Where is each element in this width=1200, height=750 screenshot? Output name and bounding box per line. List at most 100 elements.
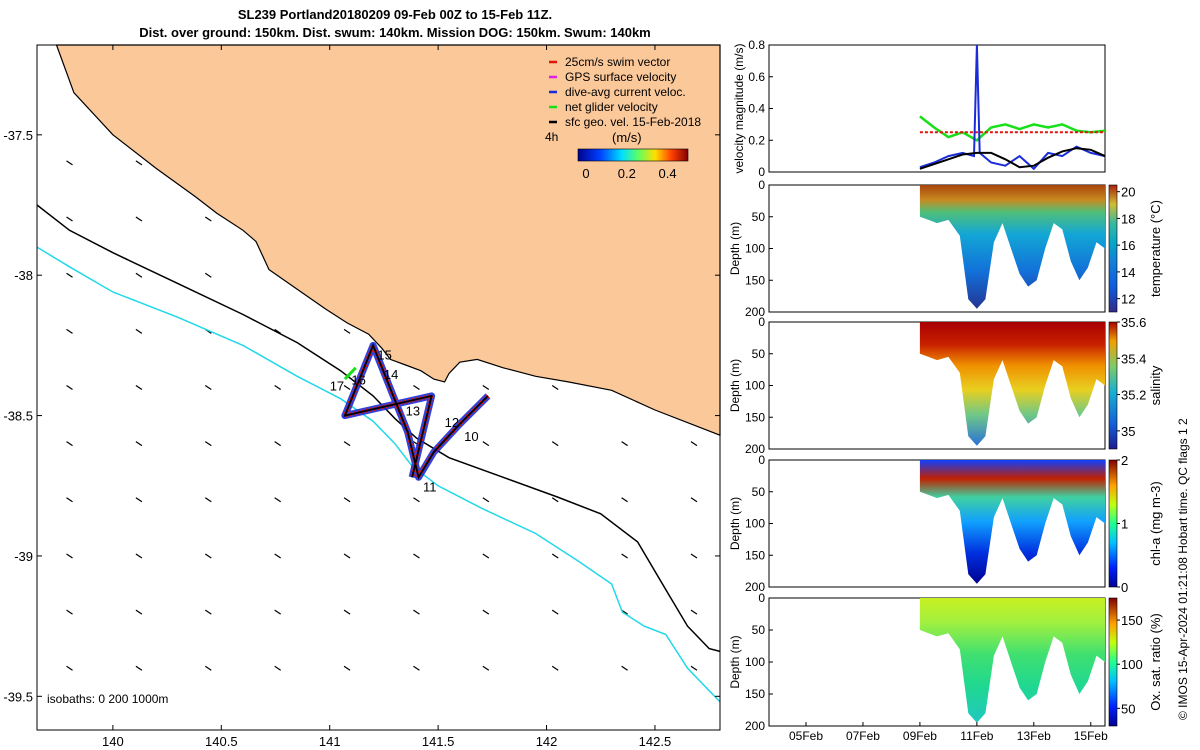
vector-arrow <box>413 385 420 390</box>
time-x-tick-label: 07Feb <box>846 729 880 743</box>
map-x-tick-label: 142 <box>536 734 558 749</box>
day-label-17: 17 <box>330 378 344 393</box>
vector-arrow <box>482 497 490 503</box>
oxygen-panel: 0 50 100 150 200 Depth (m) 50 100 150 Ox. sat. ra… <box>728 591 1163 743</box>
time-x-tick-label: 05Feb <box>789 729 823 743</box>
vector-arrow <box>482 553 490 559</box>
current-vector-field <box>66 160 698 671</box>
map-x-tick-label: 141 <box>319 734 341 749</box>
time-x-tick-label: 15Feb <box>1074 729 1108 743</box>
map-y-tick-label: -39 <box>14 549 33 564</box>
colorbar-label: (m/s) <box>612 130 642 145</box>
vector-arrow <box>204 665 212 671</box>
time-x-tick-label: 09Feb <box>903 729 937 743</box>
velocity-y-tick-label: 0.2 <box>748 133 765 147</box>
salinity-colorbar-tick-label: 35.4 <box>1121 351 1146 366</box>
oxygen-y-tick-label: 150 <box>745 687 765 701</box>
salinity-colorbar-tick-label: 35.2 <box>1121 388 1146 403</box>
temperature-colorbar-tick-label: 14 <box>1121 265 1135 280</box>
vector-arrow <box>66 665 73 671</box>
vector-arrow <box>343 665 351 671</box>
vector-arrow <box>274 665 282 671</box>
vector-arrow <box>690 553 698 559</box>
vector-arrow <box>621 441 628 447</box>
vector-arrow <box>343 328 351 334</box>
oxygen-colorbar-label: Ox. sat. ratio (%) <box>1148 613 1163 711</box>
vector-arrow <box>551 665 559 671</box>
legend-label-geo: sfc geo. vel. 15-Feb-2018 <box>565 115 701 129</box>
day-label-16: 16 <box>351 373 365 388</box>
map-y-tick-label: -38 <box>14 268 33 283</box>
vector-arrow <box>135 272 143 278</box>
vector-arrow <box>482 385 490 390</box>
salinity-colorbar <box>1108 321 1118 450</box>
velocity-y-tick-label: 0 <box>758 165 765 179</box>
vector-arrow <box>135 216 143 222</box>
vector-arrow <box>66 385 73 390</box>
vector-arrow <box>343 497 351 503</box>
temperature-colorbar-tick-label: 18 <box>1121 211 1135 226</box>
salinity-colorbar-label: salinity <box>1148 365 1163 405</box>
vector-arrow <box>274 553 282 559</box>
vector-arrow <box>413 665 420 671</box>
chla-y-tick-label: 0 <box>758 453 765 467</box>
salinity-panel: 0 50 100 150 200 Depth (m) 35 35.2 35.4 35.6 salin… <box>728 315 1163 456</box>
map-x-tick-label: 140.5 <box>205 734 238 749</box>
colorbar-tick-label: 0.2 <box>618 166 636 181</box>
vector-arrow <box>66 272 73 278</box>
day-label-11: 11 <box>423 479 437 494</box>
day-label-14: 14 <box>384 367 398 382</box>
vector-arrow <box>274 497 282 503</box>
vector-arrow <box>413 609 420 615</box>
vector-arrow <box>343 609 351 615</box>
salinity-colorbar-tick-label: 35 <box>1121 424 1135 439</box>
chla-colorbar-label: chl-a (mg m-3) <box>1148 481 1163 566</box>
glider-path <box>343 342 489 480</box>
vector-arrow <box>135 441 143 447</box>
vector-arrow <box>135 328 143 334</box>
vector-arrow <box>135 553 143 559</box>
oxygen-y-tick-label: 100 <box>745 655 765 669</box>
vector-arrow <box>204 216 212 222</box>
velocity-y-tick-label: 0.6 <box>748 70 765 84</box>
velocity-y-tick-label: 0.8 <box>748 38 765 52</box>
day-label-10: 10 <box>464 429 478 444</box>
salinity-colorbar-tick-label: 35.6 <box>1121 315 1146 330</box>
map-land <box>55 44 721 437</box>
day-label-13: 13 <box>406 404 420 419</box>
isobath-note: isobaths: 0 200 1000m <box>47 692 168 706</box>
map-y-tick-label: -38.5 <box>3 409 33 424</box>
temperature-colorbar-tick-label: 20 <box>1121 185 1135 200</box>
vector-arrow <box>482 441 490 447</box>
map-x-tick-label: 142.5 <box>639 734 672 749</box>
chla-y-tick-label: 200 <box>745 580 765 594</box>
temperature-y-tick-label: 100 <box>745 242 765 256</box>
map-y-tick-label: -37.5 <box>3 128 33 143</box>
vector-arrow <box>413 497 420 503</box>
credit-text: © IMOS 15-Apr-2024 01:21:08 Hobart time.… <box>1176 418 1190 720</box>
vector-arrow <box>135 385 143 390</box>
scale-label: 4h <box>545 130 558 144</box>
oxygen-colorbar <box>1108 597 1118 727</box>
colorbar-tick-label: 0 <box>582 166 589 181</box>
chla-ylabel: Depth (m) <box>728 497 742 550</box>
map-panel: 10 11 12 13 14 15 16 17 140 140.5 141 141.5 142 142.… <box>3 44 721 749</box>
vector-arrow <box>66 441 73 447</box>
isobath-1000m <box>36 246 721 703</box>
vector-arrow <box>204 441 212 447</box>
figure-title-line1: SL239 Portland20180209 09-Feb 00Z to 15-… <box>237 7 553 22</box>
temperature-ylabel: Depth (m) <box>728 222 742 275</box>
temperature-section <box>919 185 1105 309</box>
chla-panel: 0 50 100 150 200 Depth (m) 0 1 2 chl-a (mg m-3) <box>728 453 1163 595</box>
temperature-y-tick-label: 50 <box>752 210 766 224</box>
vector-arrow <box>135 665 143 671</box>
oxygen-ylabel: Depth (m) <box>728 635 742 688</box>
vector-arrow <box>204 272 212 278</box>
salinity-y-tick-label: 200 <box>745 442 765 456</box>
temperature-panel: 0 50 100 150 200 Depth (m) 12 14 16 18 20 temperatu… <box>728 178 1163 319</box>
isobath-200m <box>36 204 721 653</box>
map-y-axis: -37.5 -38 -38.5 -39 -39.5 <box>3 128 720 704</box>
map-y-tick-label: -39.5 <box>3 689 33 704</box>
time-x-tick-label: 11Feb <box>960 729 993 743</box>
